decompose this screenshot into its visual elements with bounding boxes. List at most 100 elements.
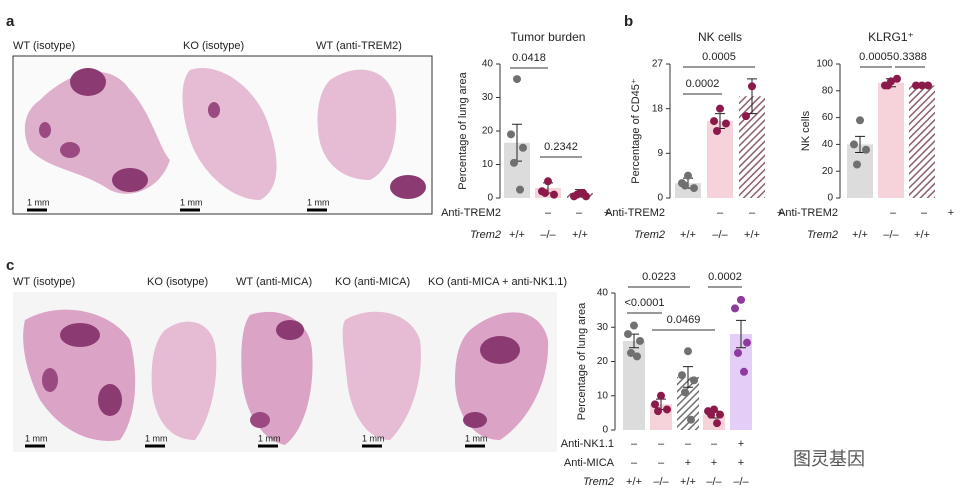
data-point (722, 119, 730, 128)
row-value: – (921, 207, 928, 219)
data-point (684, 171, 692, 180)
tissue (23, 309, 549, 445)
image-caption: KO (isotype) (183, 40, 244, 52)
y-tick-label: 60 (822, 112, 834, 123)
data-point (657, 391, 665, 400)
data-point (681, 181, 689, 190)
p-value: 0.0005 (702, 51, 736, 63)
data-point (893, 74, 901, 83)
row-value: –/– (540, 229, 556, 241)
data-point (713, 127, 721, 135)
data-point (684, 347, 692, 356)
panel-label: c (6, 257, 14, 274)
row-value: +/+ (572, 229, 588, 241)
row-value: + (685, 457, 691, 469)
row-value: –/– (653, 476, 669, 488)
data-point (550, 190, 558, 199)
y-tick-label: 40 (822, 139, 834, 150)
y-tick-label: 20 (482, 126, 494, 137)
chart-title: Tumor burden (511, 30, 586, 44)
scale-label: 1 mm (258, 433, 281, 443)
row-value: – (545, 207, 552, 219)
image-caption: KO (anti-MICA) (335, 276, 410, 288)
data-point (710, 117, 718, 126)
data-point (743, 338, 751, 347)
image-caption: WT (anti-MICA) (236, 276, 312, 288)
data-point (519, 143, 527, 152)
bar (730, 334, 752, 430)
scale-label: 1 mm (25, 433, 48, 443)
y-tick-label: 0 (487, 193, 493, 204)
panel-label: b (624, 13, 633, 30)
row-value: – (749, 207, 756, 219)
row-value: – (631, 457, 638, 469)
y-tick-label: 40 (482, 59, 494, 70)
data-point (856, 116, 864, 125)
bar (623, 340, 645, 430)
row-label: Trem2 (634, 229, 665, 241)
row-value: –/– (883, 229, 899, 241)
row-value: – (576, 207, 583, 219)
error-bar (683, 366, 693, 388)
row-value: + (604, 207, 610, 219)
p-value: 0.0469 (667, 314, 701, 326)
row-value: – (658, 438, 665, 450)
row-value: + (738, 438, 744, 450)
data-point (734, 348, 742, 357)
data-point (516, 185, 524, 194)
y-tick-label: 0 (657, 193, 663, 204)
data-point (918, 81, 926, 90)
row-value: – (711, 438, 718, 450)
data-point (853, 160, 861, 169)
data-point (912, 81, 920, 90)
data-point (742, 112, 750, 121)
image-caption: KO (anti-MICA + anti-NK1.1) (428, 276, 567, 288)
data-point (884, 81, 892, 90)
row-value: + (711, 457, 717, 469)
data-point (748, 82, 756, 91)
data-point (633, 352, 641, 361)
row-value: + (738, 457, 744, 469)
row-value: +/+ (744, 229, 760, 241)
data-point (627, 348, 635, 357)
data-point (681, 388, 689, 397)
data-point (624, 330, 632, 339)
row-label: Anti-TREM2 (605, 207, 665, 219)
y-tick-label: 80 (822, 85, 834, 96)
y-axis-label: Percentage of CD45⁺ (630, 78, 642, 184)
row-label: Trem2 (807, 229, 838, 241)
row-label: Anti-TREM2 (778, 207, 838, 219)
row-value: – (631, 438, 638, 450)
p-value: 0.0223 (642, 271, 676, 283)
y-tick-label: 0 (602, 425, 608, 436)
image-caption: KO (isotype) (147, 276, 208, 288)
image-caption: WT (anti-TREM2) (316, 40, 402, 52)
tissue (24, 68, 426, 200)
data-point (731, 304, 739, 313)
row-value: +/+ (680, 229, 696, 241)
image-caption: WT (isotype) (13, 40, 75, 52)
row-value: + (777, 207, 783, 219)
data-point (651, 400, 659, 409)
row-value: – (717, 207, 724, 219)
row-value: –/– (712, 229, 728, 241)
bar (878, 82, 904, 198)
y-axis-label: Percentage of lung area (576, 302, 588, 420)
y-tick-label: 10 (597, 390, 609, 401)
row-value: +/+ (626, 476, 642, 488)
y-tick-label: 20 (822, 166, 834, 177)
y-axis-label: Percentage of lung area (457, 71, 469, 189)
data-point (850, 140, 858, 149)
y-tick-label: 18 (652, 103, 664, 114)
row-value: –/– (733, 476, 749, 488)
row-label: Anti-NK1.1 (561, 438, 614, 450)
y-tick-label: 27 (652, 59, 664, 70)
row-value: +/+ (852, 229, 868, 241)
data-point (716, 410, 724, 419)
data-point (507, 130, 515, 139)
y-tick-label: 20 (597, 356, 609, 367)
data-point (663, 405, 671, 414)
p-value: 0.2342 (544, 141, 578, 153)
row-value: – (658, 457, 665, 469)
